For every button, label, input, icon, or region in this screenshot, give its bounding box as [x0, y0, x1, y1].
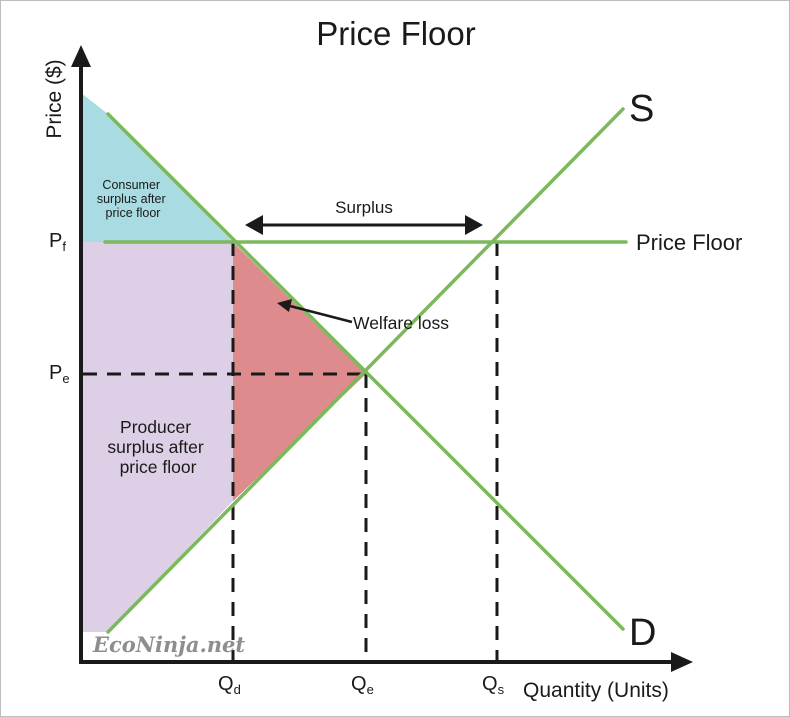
y-axis-arrowhead	[71, 45, 91, 67]
consumer-surplus-region	[81, 93, 233, 242]
diagram-title: Price Floor	[316, 15, 476, 52]
watermark: EcoNinja.net	[92, 632, 245, 657]
x-axis-label: Quantity (Units)	[523, 679, 669, 702]
surplus-label: Surplus	[335, 198, 393, 217]
qd-tick-label: Qd	[218, 673, 241, 697]
pe-tick-label: Pe	[49, 362, 70, 386]
surplus-arrowhead-left	[245, 215, 263, 235]
producer-surplus-region	[81, 242, 233, 632]
qs-tick-label: Qs	[482, 673, 505, 697]
welfare-loss-label: Welfare loss	[353, 313, 449, 333]
pf-tick-label: Pf	[49, 230, 66, 254]
welfare-loss-region	[233, 242, 366, 501]
surplus-arrowhead-right	[465, 215, 483, 235]
x-axis-arrowhead	[671, 652, 693, 672]
supply-label: S	[629, 88, 654, 130]
consumer-surplus-label: Consumer surplus after price floor	[97, 178, 169, 220]
y-axis-label: Price ($)	[43, 59, 66, 138]
welfare-loss-pointer-head	[277, 299, 292, 312]
demand-label: D	[629, 612, 656, 654]
price-floor-label: Price Floor	[636, 230, 742, 255]
producer-surplus-label: Producer surplus after price floor	[107, 417, 208, 477]
supply-curve	[106, 107, 625, 634]
qe-tick-label: Qe	[351, 673, 374, 697]
welfare-loss-pointer	[289, 304, 353, 324]
